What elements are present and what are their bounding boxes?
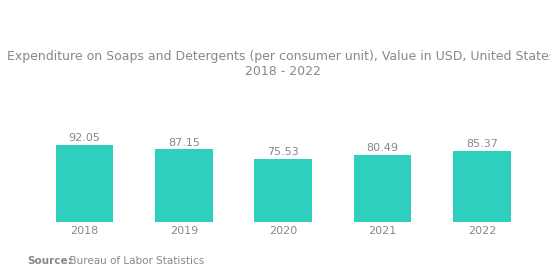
Text: Bureau of Labor Statistics: Bureau of Labor Statistics: [63, 256, 205, 266]
Text: 85.37: 85.37: [466, 139, 498, 149]
Text: 92.05: 92.05: [69, 134, 101, 143]
Bar: [354, 155, 411, 222]
Bar: [255, 159, 312, 222]
Text: 87.15: 87.15: [168, 137, 200, 148]
Bar: [56, 145, 113, 222]
Title: Expenditure on Soaps and Detergents (per consumer unit), Value in USD, United St: Expenditure on Soaps and Detergents (per…: [7, 50, 550, 78]
Text: 80.49: 80.49: [367, 143, 399, 153]
Bar: [453, 151, 511, 222]
Text: Source:: Source:: [28, 256, 72, 266]
Bar: [155, 149, 213, 222]
Text: 75.53: 75.53: [267, 147, 299, 157]
